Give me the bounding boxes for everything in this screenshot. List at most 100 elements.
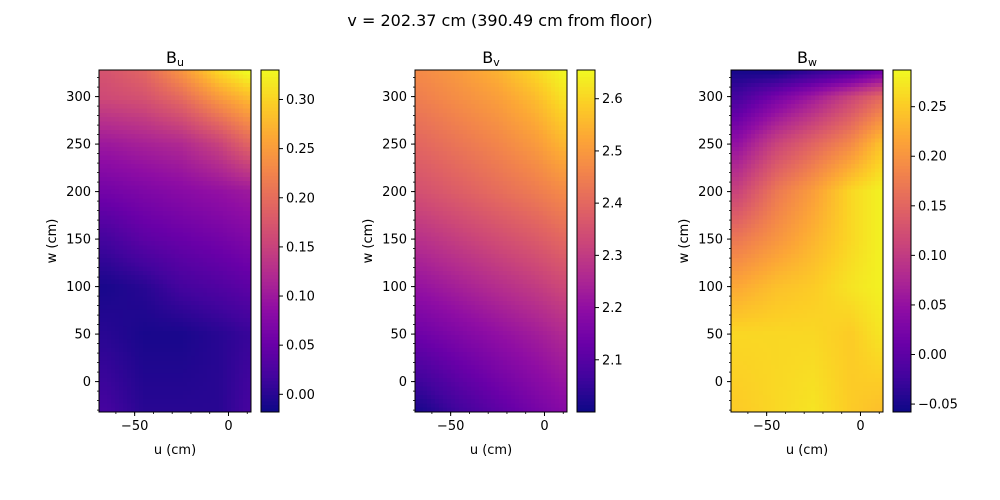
heatmap-cell (151, 275, 156, 281)
heatmap-cell (103, 138, 108, 144)
heatmap-cell (195, 129, 200, 135)
heatmap-cell (163, 198, 168, 204)
heatmap-cell (207, 245, 212, 251)
heatmap-cell (535, 164, 540, 169)
heatmap-cell (211, 95, 216, 101)
heatmap-cell (243, 185, 248, 191)
heatmap-cell (239, 335, 244, 340)
heatmap-cell (431, 164, 436, 169)
heatmap-cell (163, 283, 168, 289)
heatmap-cell (155, 373, 160, 379)
heatmap-cell (419, 151, 424, 157)
heatmap-cell (183, 129, 188, 135)
heatmap-cell (455, 87, 460, 92)
heatmap-cell (511, 198, 516, 204)
heatmap-cell (215, 164, 220, 169)
heatmap-cell (131, 125, 136, 131)
heatmap-cell (123, 181, 128, 187)
heatmap-cell (207, 232, 212, 238)
heatmap-cell (115, 117, 120, 122)
heatmap-cell (131, 176, 136, 182)
heatmap-cell (147, 322, 152, 328)
heatmap-cell (219, 121, 224, 127)
heatmap-cell (559, 172, 564, 178)
heatmap-cell (515, 241, 520, 246)
heatmap-cell (419, 245, 424, 251)
heatmap-cell (487, 108, 492, 114)
heatmap-cell (559, 134, 564, 140)
heatmap-cell (563, 181, 568, 187)
heatmap-cell (247, 223, 252, 229)
heatmap-cell (439, 215, 444, 221)
heatmap-cell (203, 82, 208, 88)
heatmap-cell (447, 172, 452, 178)
heatmap-cell (555, 121, 560, 127)
heatmap-cell (223, 129, 228, 135)
heatmap-cell (191, 300, 196, 306)
heatmap-cell (431, 181, 436, 187)
heatmap-cell (115, 317, 120, 323)
heatmap-cell (427, 164, 432, 169)
heatmap-cell (483, 151, 488, 157)
heatmap-cell (487, 211, 492, 216)
heatmap-cell (219, 373, 224, 379)
heatmap-cell (467, 91, 472, 97)
heatmap-cell (215, 189, 220, 195)
heatmap-cell (543, 138, 548, 144)
heatmap-cell (203, 223, 208, 229)
heatmap-cell (239, 309, 244, 315)
heatmap-cell (227, 352, 232, 358)
heatmap-cell (435, 112, 440, 118)
heatmap-cell (175, 403, 180, 409)
heatmap-cell (451, 74, 456, 80)
heatmap-cell (103, 125, 108, 131)
heatmap-cell (147, 373, 152, 379)
heatmap-cell (139, 407, 144, 413)
heatmap-cell (207, 159, 212, 165)
heatmap-cell (503, 232, 508, 238)
heatmap-cell (155, 146, 160, 152)
heatmap-cell (183, 283, 188, 289)
heatmap-cell (107, 193, 112, 199)
heatmap-cell (555, 82, 560, 88)
heatmap-cell (135, 189, 140, 195)
heatmap-cell (159, 356, 164, 362)
heatmap-cell (119, 112, 124, 118)
heatmap-cell (467, 108, 472, 114)
heatmap-cell (151, 159, 156, 165)
heatmap-cell (475, 91, 480, 97)
heatmap-cell (111, 309, 116, 315)
heatmap-cell (111, 339, 116, 345)
heatmap-cell (415, 138, 420, 144)
heatmap-cell (175, 82, 180, 88)
heatmap-cell (163, 394, 168, 400)
heatmap-cell (163, 317, 168, 323)
heatmap-cell (215, 129, 220, 135)
heatmap-cell (463, 108, 468, 114)
colorbar-segment (261, 258, 279, 263)
heatmap-cell (179, 288, 184, 293)
heatmap-cell (427, 108, 432, 114)
heatmap-cell (151, 253, 156, 259)
heatmap-cell (223, 146, 228, 152)
heatmap-cell (159, 390, 164, 396)
heatmap-cell (175, 215, 180, 221)
heatmap-cell (479, 108, 484, 114)
heatmap-cell (467, 266, 472, 272)
heatmap-cell (111, 78, 116, 84)
heatmap-cell (423, 134, 428, 140)
heatmap-cell (147, 364, 152, 370)
heatmap-cell (115, 206, 120, 212)
heatmap-cell (491, 151, 496, 157)
heatmap-cell (551, 206, 556, 212)
heatmap-cell (139, 219, 144, 225)
heatmap-cell (443, 181, 448, 187)
heatmap-cell (171, 382, 176, 387)
heatmap-cell (495, 155, 500, 161)
heatmap-cell (211, 219, 216, 225)
heatmap-cell (215, 146, 220, 152)
heatmap-cell (231, 382, 236, 387)
heatmap-cell (235, 343, 240, 349)
heatmap-cell (203, 87, 208, 92)
heatmap-cell (527, 172, 532, 178)
